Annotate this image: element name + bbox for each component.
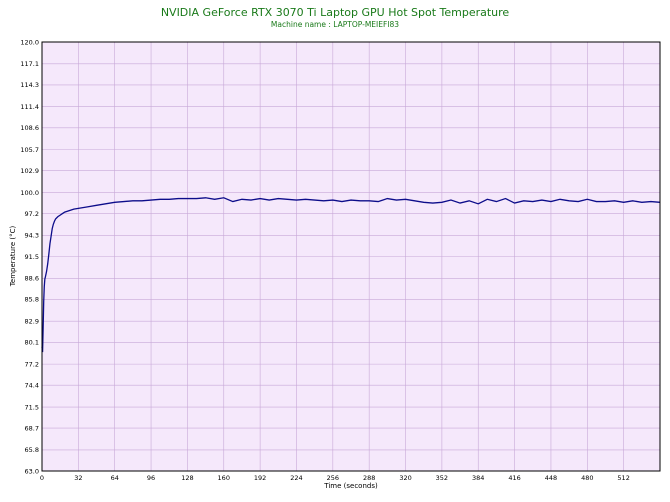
x-axis-label: Time (seconds) [323,482,378,490]
y-tick-label: 91.5 [25,253,39,261]
y-tick-label: 80.1 [25,339,39,347]
x-tick-label: 64 [111,474,119,482]
y-tick-label: 77.2 [25,360,39,368]
y-tick-label: 100.0 [20,189,39,197]
x-tick-label: 256 [327,474,339,482]
y-tick-label: 85.8 [25,296,39,304]
y-tick-label: 102.9 [20,167,39,175]
x-tick-label: 384 [472,474,484,482]
x-tick-label: 128 [181,474,193,482]
y-tick-label: 63.0 [25,467,39,475]
y-tick-label: 105.7 [20,146,39,154]
x-tick-label: 96 [147,474,155,482]
x-tick-label: 192 [254,474,266,482]
series-line [41,197,661,353]
y-tick-label: 120.0 [20,38,39,46]
y-tick-label: 74.4 [25,382,39,390]
x-tick-label: 512 [617,474,629,482]
y-tick-label: 68.7 [25,424,39,432]
x-tick-label: 448 [545,474,557,482]
chart-title: NVIDIA GeForce RTX 3070 Ti Laptop GPU Ho… [161,6,510,19]
chart-subtitle: Machine name : LAPTOP-MEIEFI83 [271,20,399,29]
x-axis-ticks: 0 32 64 96 128 160 192 224 256 288 320 352 384 416 448… [40,474,630,482]
y-tick-label: 111.4 [20,103,39,111]
y-tick-label: 65.8 [25,446,39,454]
y-axis-ticks: 63.0 65.8 68.7 71.5 74.4 77.2 80.1 82.9 85.8 88.6… [20,38,39,475]
y-tick-label: 88.6 [25,275,39,283]
y-tick-label: 114.3 [20,81,39,89]
y-tick-label: 71.5 [25,403,39,411]
y-tick-label: 82.9 [25,318,39,326]
x-tick-label: 320 [399,474,411,482]
y-tick-label: 97.2 [25,210,39,218]
x-tick-label: 32 [74,474,82,482]
plot-border [41,41,661,472]
x-tick-label: 224 [290,474,302,482]
y-axis-label: Temperature (°C) [9,226,17,288]
x-tick-label: 480 [581,474,593,482]
y-tick-label: 117.1 [20,60,39,68]
x-tick-label: 416 [508,474,520,482]
x-tick-label: 160 [218,474,230,482]
x-tick-label: 0 [40,474,44,482]
x-tick-label: 352 [436,474,448,482]
grid [41,41,660,472]
x-tick-label: 288 [363,474,375,482]
y-tick-label: 94.3 [25,232,39,240]
y-tick-label: 108.6 [20,124,39,132]
